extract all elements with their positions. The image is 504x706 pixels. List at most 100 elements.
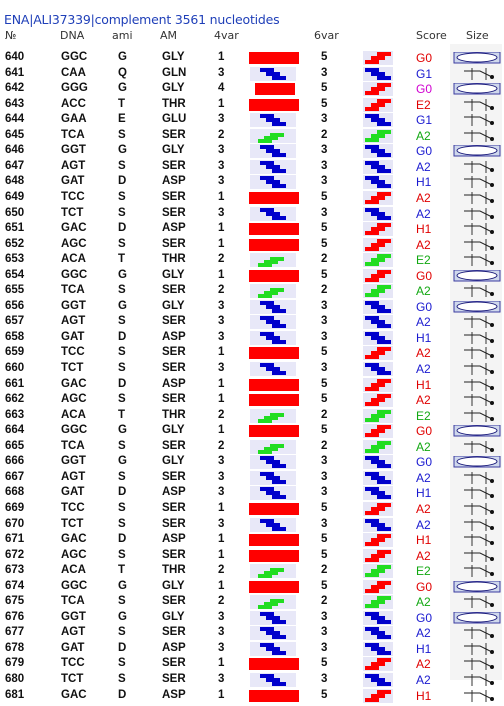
dna-codon: TCC	[61, 346, 85, 359]
dna-codon: TCC	[61, 501, 85, 514]
table-row: 670 TCT S SER 3 3 A2	[0, 517, 504, 533]
amino-letter: D	[118, 486, 127, 499]
amino-acid: SER	[162, 284, 186, 297]
row-number: 677	[5, 626, 25, 639]
var6-red-glyph	[363, 190, 393, 205]
size-arrow-icon	[452, 642, 502, 655]
var4-count: 1	[218, 579, 225, 592]
dna-codon: AGT	[61, 470, 86, 483]
score-label: H1	[416, 222, 432, 237]
dna-codon: GGT	[61, 455, 86, 468]
amino-acid: SER	[162, 517, 186, 530]
table-row: 656 GGT G GLY 3 3 G0	[0, 299, 504, 315]
var6-count: 3	[321, 299, 328, 312]
amino-acid: GLY	[162, 455, 185, 468]
var6-red-glyph	[363, 268, 393, 283]
var6-count: 3	[321, 113, 328, 126]
score-label: G0	[416, 299, 433, 314]
size-oval-icon	[452, 144, 502, 157]
var4-count: 1	[218, 377, 225, 390]
amino-letter: S	[118, 393, 126, 406]
score-label: E2	[416, 564, 431, 579]
amino-letter: T	[118, 97, 126, 110]
table-row: 674 GGC G GLY 1 5 G0	[0, 579, 504, 595]
table-row: 640 GGC G GLY 1 5 G0	[0, 50, 504, 66]
var4-count: 2	[218, 128, 225, 141]
size-oval-icon	[452, 424, 502, 437]
score-label: A2	[416, 315, 431, 330]
row-number: 672	[5, 548, 25, 561]
var6-count: 3	[321, 175, 328, 188]
var6-count: 3	[321, 610, 328, 623]
var6-count: 2	[321, 564, 328, 577]
size-arrow-icon	[452, 238, 502, 251]
table-row: 668 GAT D ASP 3 3 H1	[0, 485, 504, 501]
score-label: A2	[416, 595, 431, 610]
var4-count: 2	[218, 284, 225, 297]
var6-count: 3	[321, 641, 328, 654]
var6-count: 3	[321, 455, 328, 468]
amino-letter: S	[118, 362, 126, 374]
var6-count: 5	[321, 237, 328, 250]
row-number: 646	[5, 144, 25, 157]
var4-blue-glyph	[250, 673, 296, 687]
amino-letter: S	[118, 346, 126, 359]
amino-letter: G	[118, 610, 127, 623]
score-label: H1	[416, 486, 432, 501]
size-arrow-icon	[452, 534, 502, 547]
var4-count: 2	[218, 439, 225, 452]
amino-letter: D	[118, 377, 127, 390]
var6-count: 5	[321, 424, 328, 437]
size-arrow-icon	[452, 331, 502, 344]
score-label: A2	[416, 284, 431, 299]
var4-count: 3	[218, 673, 225, 685]
var6-red-glyph	[363, 346, 393, 361]
size-arrow-icon	[452, 502, 502, 515]
var4-count: 3	[218, 175, 225, 188]
amino-acid: SER	[162, 346, 186, 359]
size-arrow-icon	[452, 160, 502, 173]
size-arrow-icon	[452, 471, 502, 484]
table-row: 673 ACA T THR 2 2 E2	[0, 563, 504, 579]
header-no: №	[5, 29, 17, 42]
header-4var: 4var	[214, 29, 239, 42]
var4-count: 1	[218, 501, 225, 514]
score-label: A2	[416, 673, 431, 687]
var6-blue-glyph	[363, 517, 393, 532]
size-arrow-icon	[452, 549, 502, 562]
score-label: A2	[416, 439, 431, 454]
amino-acid: ASP	[162, 688, 186, 701]
var4-blue-glyph	[250, 159, 296, 174]
amino-acid: SER	[162, 673, 186, 685]
row-number: 642	[5, 82, 25, 95]
var6-blue-glyph	[363, 486, 393, 501]
dna-codon: TCC	[61, 190, 85, 203]
amino-acid: THR	[162, 97, 186, 110]
dna-codon: GGC	[61, 51, 88, 63]
row-number: 678	[5, 641, 25, 654]
var6-count: 5	[321, 190, 328, 203]
var4-count: 2	[218, 564, 225, 577]
dna-codon: GGC	[61, 579, 88, 592]
size-arrow-icon	[452, 207, 502, 220]
var4-red-bar	[249, 223, 299, 236]
size-arrow-icon	[452, 347, 502, 360]
table-row: 642 GGG G GLY 4 5 G0	[0, 81, 504, 97]
var4-count: 1	[218, 688, 225, 701]
var4-red-bar	[249, 534, 299, 547]
dna-codon: AGC	[61, 393, 87, 406]
size-arrow-icon	[452, 440, 502, 453]
row-number: 655	[5, 284, 25, 297]
var6-count: 3	[321, 517, 328, 530]
var6-red-glyph	[363, 501, 393, 516]
var4-count: 3	[218, 330, 225, 343]
dna-codon: TCA	[61, 439, 85, 452]
var6-blue-glyph	[363, 206, 393, 221]
row-number: 643	[5, 97, 25, 110]
var4-count: 3	[218, 626, 225, 639]
table-row: 678 GAT D ASP 3 3 H1	[0, 641, 504, 657]
var4-blue-glyph	[250, 206, 296, 221]
table-row: 672 AGC S SER 1 5 A2	[0, 548, 504, 564]
table-row: 651 GAC D ASP 1 5 H1	[0, 221, 504, 237]
var4-red-bar	[249, 238, 299, 251]
